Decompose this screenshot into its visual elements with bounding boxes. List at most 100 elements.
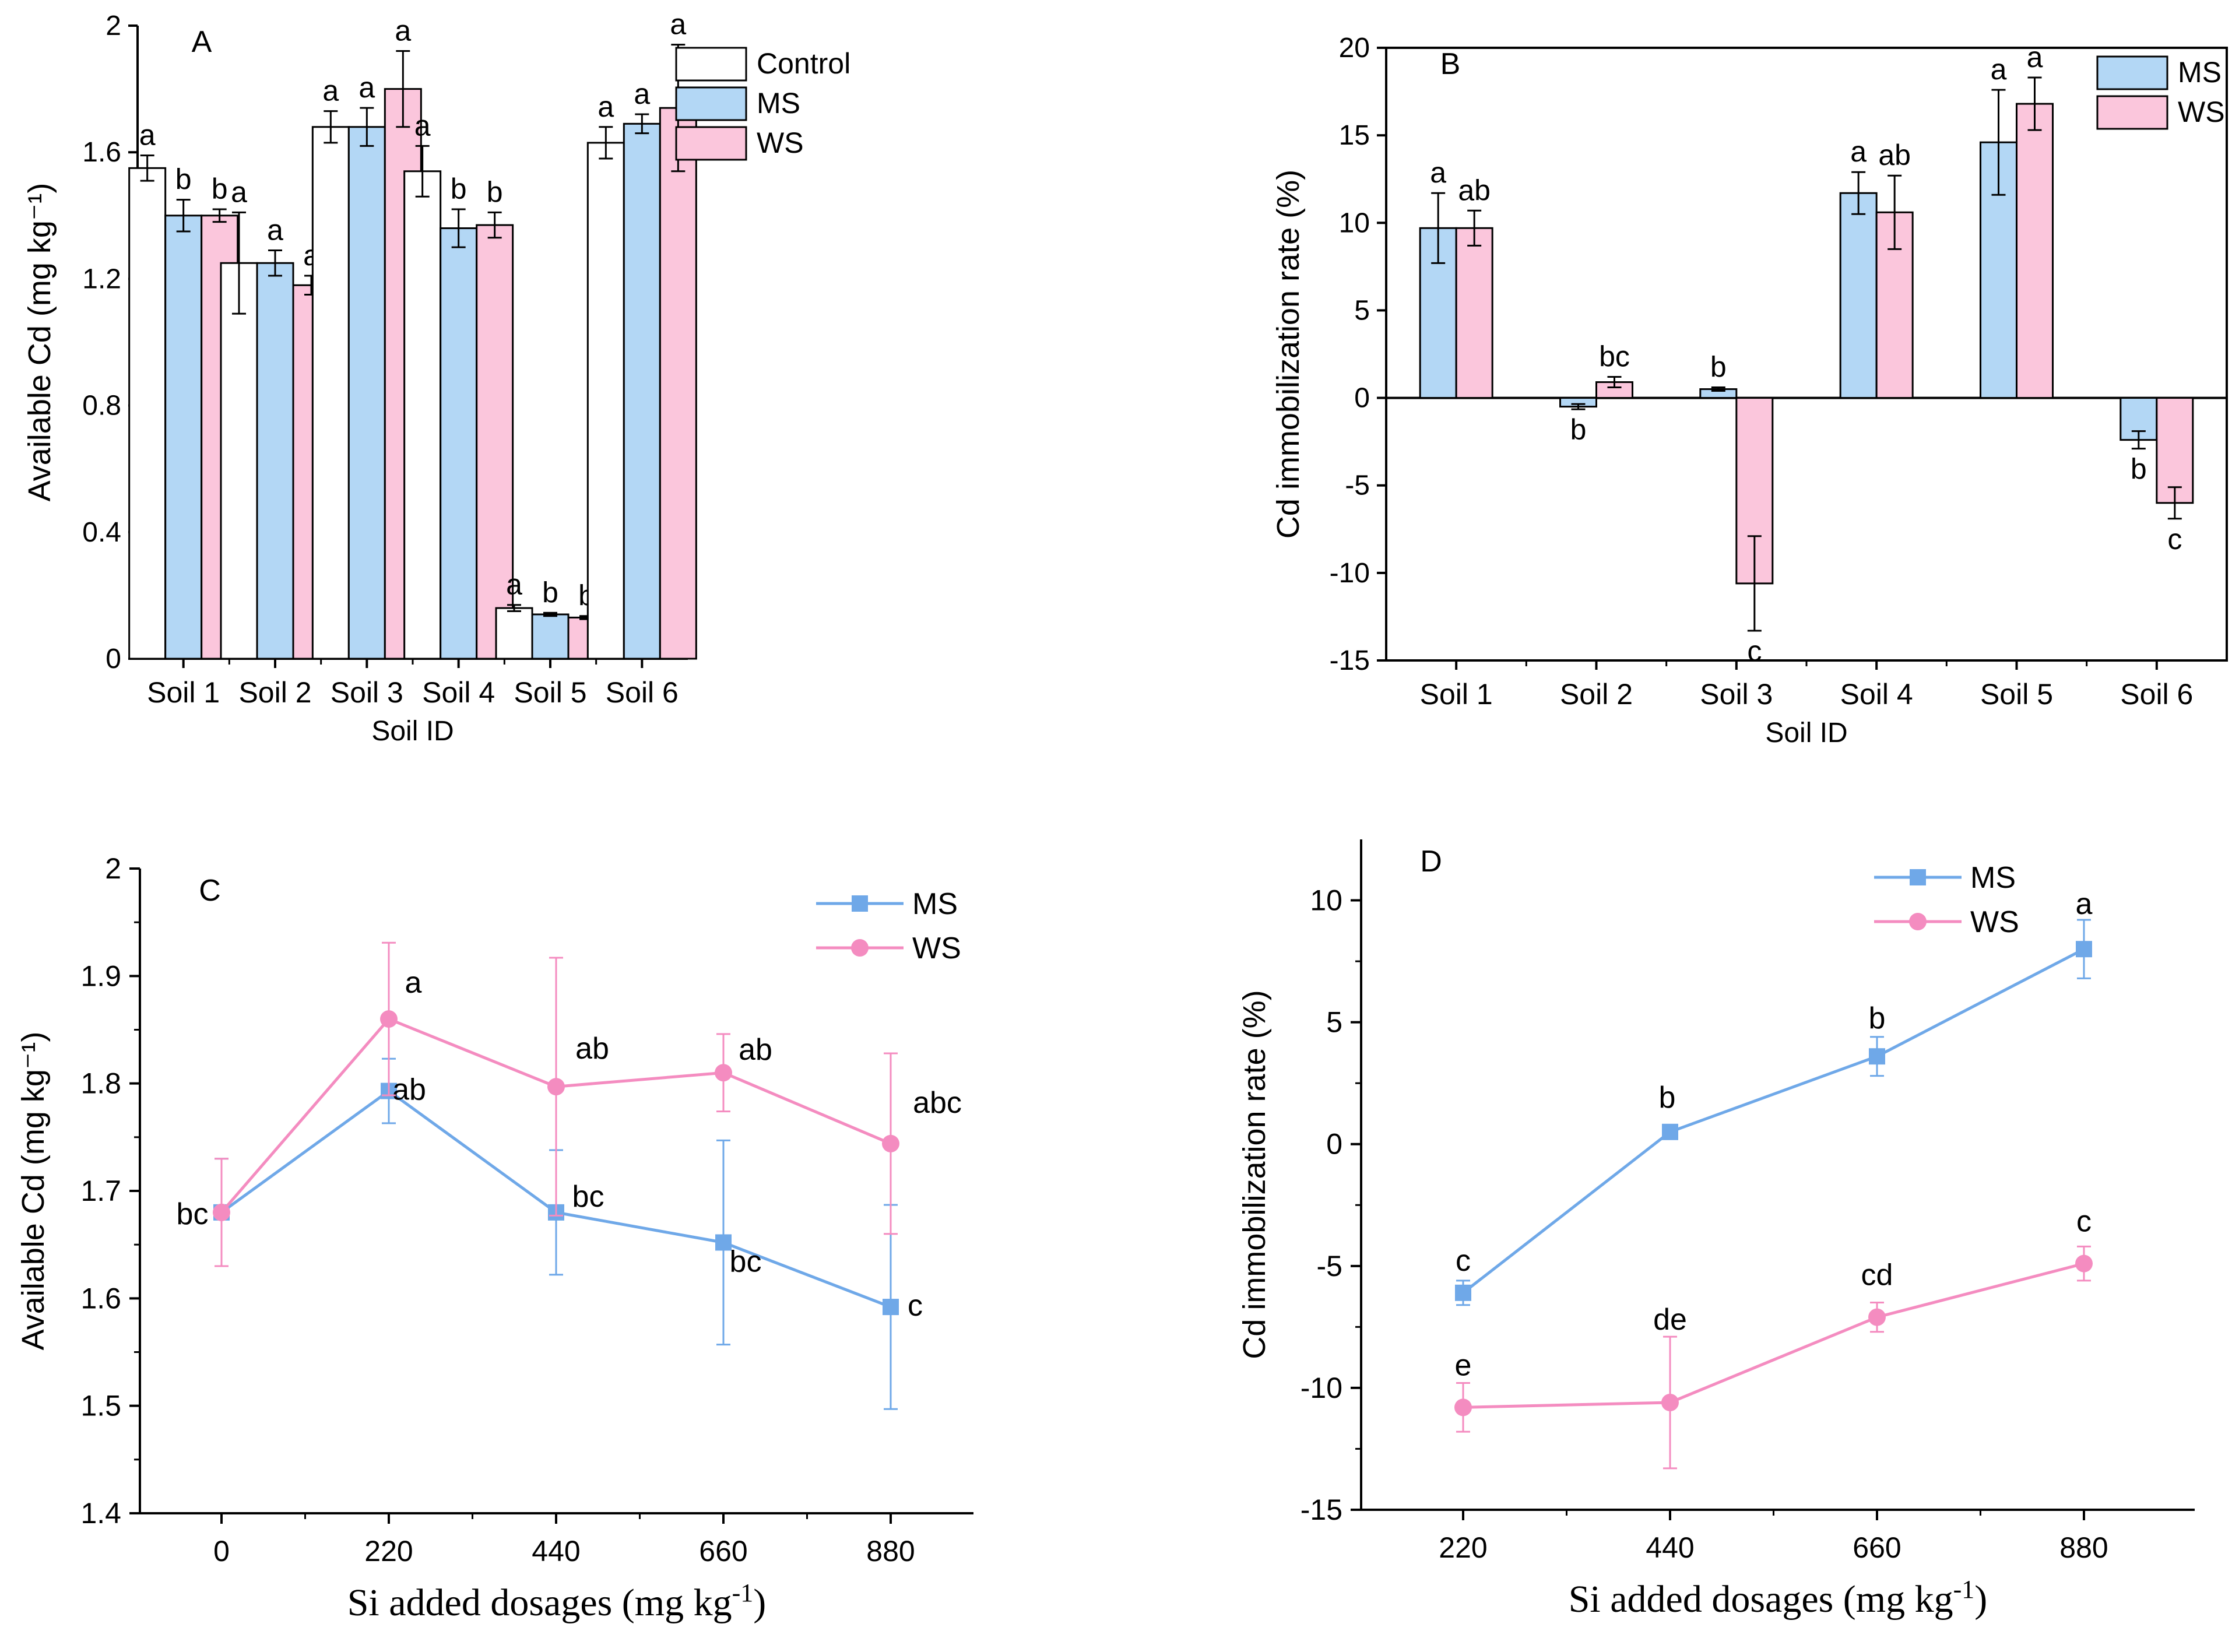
point-ws — [2075, 1254, 2093, 1273]
significance-letter: a — [358, 71, 375, 104]
point-ws — [882, 1134, 899, 1152]
unit-superscript: -1 — [1953, 1575, 1975, 1604]
x-tick-label: Soil 3 — [1700, 678, 1773, 711]
y-tick-label: -5 — [1317, 1250, 1342, 1282]
x-axis-title: Soil ID — [371, 716, 454, 747]
legend-swatch-ms — [675, 86, 747, 121]
error-bar — [1431, 192, 1446, 264]
bar-ws-soil-5 — [2016, 103, 2054, 399]
significance-letter: a — [597, 90, 614, 123]
point-ms — [883, 1299, 899, 1316]
panel-label: C — [199, 874, 221, 908]
x-tick-label: 660 — [699, 1535, 747, 1567]
x-tick-label: 440 — [532, 1535, 580, 1567]
legend-marker-ws — [1909, 913, 1927, 930]
x-tick-label: Soil 6 — [2120, 678, 2193, 711]
legend-label-ws: WS — [912, 932, 961, 965]
significance-letter: a — [395, 14, 411, 47]
significance-letter: c — [2167, 523, 2182, 556]
error-bar — [415, 145, 430, 198]
series-line-ms — [1462, 947, 2085, 1294]
error-bar — [176, 199, 191, 233]
error-bar — [324, 110, 338, 144]
significance-letter: c — [1747, 635, 1762, 667]
significance-letter: bc — [177, 1197, 209, 1231]
error-bar — [507, 604, 521, 613]
panel-label: D — [1420, 845, 1442, 878]
error-bar — [1607, 376, 1622, 389]
bar-control-soil-2 — [220, 262, 258, 660]
bar-ws-soil-1 — [1455, 227, 1493, 399]
bar-ms-soil-6 — [623, 122, 661, 660]
point-ms — [2076, 941, 2092, 958]
point-ms — [1662, 1123, 1678, 1140]
error-bar — [1851, 171, 1866, 215]
y-tick-label: 0 — [1354, 383, 1370, 414]
significance-letter: ab — [1878, 139, 1911, 171]
bar-ws-soil-4 — [1875, 211, 1914, 399]
y-tick-label: 1.7 — [80, 1175, 121, 1207]
legend-marker-ms — [852, 895, 868, 912]
error-bar — [543, 611, 557, 617]
bar-control-soil-3 — [311, 126, 350, 660]
y-tick-label: 5 — [1326, 1006, 1342, 1039]
y-tick-label: 20 — [1339, 33, 1370, 64]
significance-letter: a — [2076, 887, 2093, 921]
x-tick-label: 220 — [1439, 1531, 1487, 1564]
y-tick-label: 10 — [1310, 884, 1342, 917]
series-line-ws — [1463, 1262, 2085, 1409]
significance-letter: b — [1570, 413, 1587, 446]
significance-letter: b — [1869, 1001, 1886, 1035]
y-tick-label: 1.9 — [80, 959, 121, 992]
significance-letter: b — [2131, 453, 2147, 486]
bar-ms-soil-3 — [347, 126, 386, 660]
y-tick-label: 1.8 — [80, 1067, 121, 1100]
error-bar — [212, 208, 227, 223]
point-ms — [1455, 1284, 1471, 1301]
significance-letter: b — [487, 175, 503, 208]
y-axis-title: Cd immobilization rate (%) — [1237, 990, 1272, 1359]
significance-letter: b — [1659, 1081, 1676, 1115]
legend-marker-ws — [851, 939, 869, 957]
error-bar — [140, 154, 154, 182]
legend-label-ms: MS — [1970, 861, 2016, 895]
significance-letter: bc — [730, 1245, 762, 1278]
significance-letter: c — [908, 1289, 923, 1323]
error-bar — [1747, 535, 1762, 632]
bar-ms-soil-4 — [1839, 192, 1878, 399]
significance-letter: a — [1430, 156, 1446, 189]
significance-letter: a — [267, 214, 283, 247]
error-bar — [2167, 486, 2182, 520]
error-bar — [360, 107, 374, 147]
y-axis-title: Available Cd (mg kg⁻¹) — [22, 183, 57, 502]
error-bar — [396, 50, 410, 128]
y-tick-label: 0 — [1326, 1128, 1342, 1161]
bar-ms-soil-1 — [164, 215, 203, 660]
x-tick-label: 880 — [2059, 1531, 2108, 1564]
y-tick-label: 5 — [1354, 295, 1370, 326]
panel-B-frame — [1385, 47, 2228, 662]
legend-label-ms: MS — [2178, 56, 2222, 89]
point-ws — [1661, 1394, 1679, 1411]
significance-letter: cd — [1861, 1259, 1893, 1292]
legend-label-control: Control — [757, 47, 850, 80]
significance-letter: e — [1455, 1348, 1472, 1382]
significance-letter: a — [2027, 41, 2043, 73]
point-ws — [1868, 1308, 1886, 1326]
legend-label-ws: WS — [757, 126, 804, 159]
legend-swatch-ms — [2096, 55, 2168, 90]
panel-d-immobilization-by-dosage: -15 -10 -5 0 5 10 220 440 660 880 c b b a e de cd c Si add… — [1237, 839, 2195, 1621]
panel-label: B — [1440, 47, 1461, 81]
y-tick-label: 1.2 — [82, 263, 121, 294]
point-ws — [380, 1010, 398, 1028]
significance-letter: c — [1456, 1244, 1471, 1278]
error-bar — [487, 211, 502, 239]
significance-letter: a — [1850, 135, 1867, 168]
significance-letter: a — [322, 75, 339, 107]
significance-letter: a — [414, 109, 431, 142]
point-ws — [715, 1064, 732, 1082]
significance-letter: b — [212, 173, 228, 205]
point-ms — [715, 1234, 732, 1251]
